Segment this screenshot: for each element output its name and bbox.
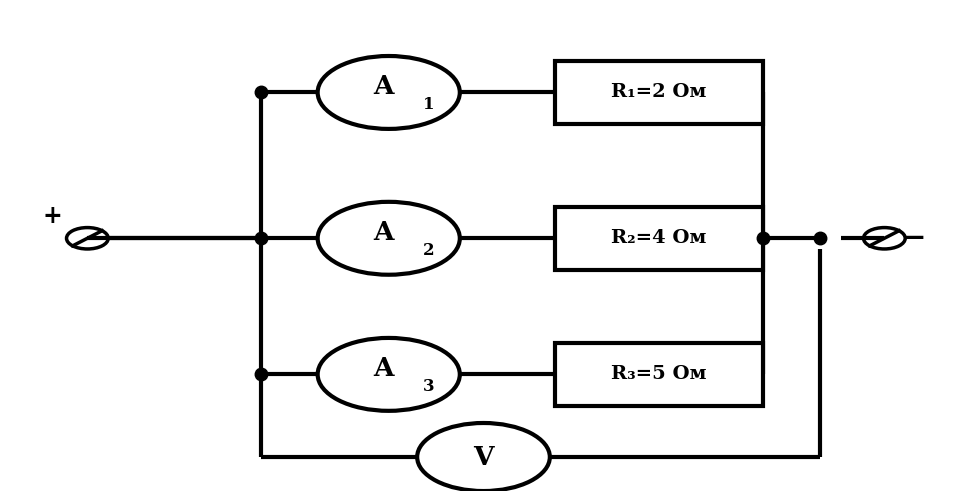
- Circle shape: [318, 202, 460, 275]
- Circle shape: [318, 338, 460, 411]
- Text: A: A: [374, 220, 395, 245]
- Text: V: V: [473, 444, 494, 470]
- Text: R₁=2 Ом: R₁=2 Ом: [611, 83, 707, 102]
- Text: R₃=5 Ом: R₃=5 Ом: [611, 366, 707, 383]
- FancyBboxPatch shape: [555, 207, 763, 270]
- Circle shape: [417, 423, 550, 491]
- Text: −: −: [903, 224, 926, 252]
- FancyBboxPatch shape: [555, 61, 763, 124]
- Text: A: A: [374, 74, 395, 99]
- Text: 2: 2: [423, 242, 434, 259]
- Text: +: +: [43, 204, 62, 228]
- Text: R₂=4 Ом: R₂=4 Ом: [611, 229, 707, 248]
- Text: 1: 1: [423, 96, 434, 113]
- Text: 3: 3: [423, 378, 434, 395]
- FancyBboxPatch shape: [555, 343, 763, 406]
- Circle shape: [318, 56, 460, 129]
- Text: A: A: [374, 356, 395, 381]
